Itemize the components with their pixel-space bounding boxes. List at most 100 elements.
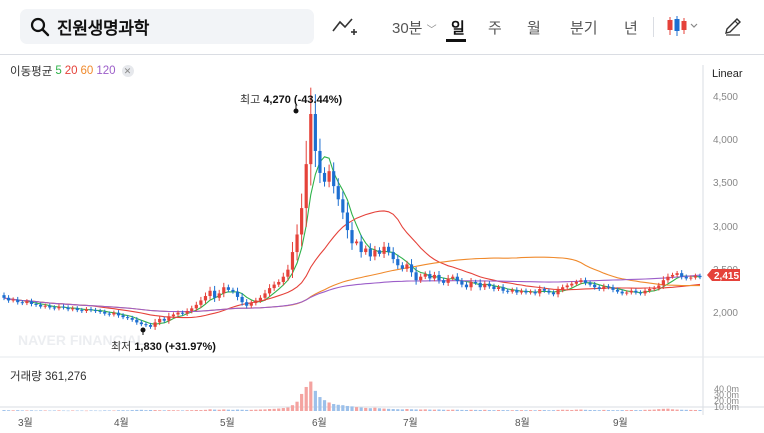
volume-bar (75, 410, 79, 412)
high-prefix: 최고 (240, 93, 260, 106)
candle (620, 289, 624, 296)
tab-quarter[interactable]: 분기 (570, 20, 598, 37)
volume-bar (648, 409, 652, 411)
volume-bar (203, 409, 208, 411)
volume-bar (213, 409, 217, 411)
stock-search[interactable]: 진원생명과학 (20, 9, 314, 44)
volume-bar (354, 407, 359, 411)
candle (39, 302, 43, 309)
volume-bar (583, 409, 588, 411)
svg-text:최고 4,270 (-43.44%): 최고 4,270 (-43.44%) (240, 93, 343, 106)
volume-bar (670, 409, 675, 411)
volume-bar (34, 410, 38, 412)
tab-30min[interactable]: 30분 ﹀ (392, 20, 437, 37)
candle (167, 312, 171, 324)
volume-bar (48, 410, 52, 412)
volume-bar (561, 409, 565, 411)
watermark: NAVER FINANCIAL (18, 332, 146, 348)
volume-bar (277, 408, 281, 411)
candle (492, 283, 496, 292)
candle (510, 287, 514, 294)
drawing-pen-icon[interactable] (723, 16, 743, 41)
tab-month[interactable]: 월 (527, 20, 541, 37)
volume-bar (519, 410, 524, 411)
close-icon[interactable]: ✕ (121, 65, 134, 77)
volume-bar (455, 409, 459, 411)
candle (405, 260, 409, 272)
volume-bar (313, 390, 317, 411)
candle (551, 290, 556, 297)
candle (382, 241, 386, 258)
volume-bar (396, 409, 400, 411)
chevron-down-icon: ﹀ (426, 25, 437, 36)
scale-mode-toggle[interactable]: Linear (712, 68, 743, 80)
candle (126, 314, 130, 321)
candle (396, 254, 400, 270)
candle (245, 299, 249, 309)
search-query: 진원생명과학 (57, 19, 150, 38)
candle (332, 162, 336, 194)
candle (354, 239, 359, 246)
candle (496, 285, 501, 292)
ma-20: 20 (64, 65, 78, 77)
candle (162, 316, 166, 323)
candle (254, 297, 258, 306)
volume-bar (327, 402, 331, 411)
price-tick: 4,500 (713, 92, 738, 103)
candle (345, 202, 350, 239)
volume-bar (121, 410, 125, 411)
candlesticks (2, 87, 702, 330)
volume-bar (478, 409, 482, 411)
price-chart[interactable]: NAVER FINANCIAL 4,500 4,000 3,500 3,000 … (0, 55, 764, 433)
volume-bar (107, 410, 111, 411)
candle (295, 224, 299, 261)
candle (327, 164, 331, 188)
candle (2, 292, 6, 301)
candle (652, 285, 656, 292)
tab-week[interactable]: 주 (488, 20, 502, 37)
volume-bar (387, 408, 391, 411)
volume-bar (391, 409, 395, 411)
volume-bar (606, 410, 611, 411)
candle (528, 289, 533, 295)
volume-bar (336, 404, 340, 411)
volume-bar (666, 408, 670, 411)
volume-bar (332, 404, 336, 411)
low-annotation: 최저 1,830 (+31.97%) (111, 327, 216, 353)
candle (93, 307, 98, 314)
indicator-add-icon[interactable] (332, 16, 358, 41)
candle (139, 320, 143, 327)
volume-bar (249, 409, 253, 411)
volume-bar (240, 409, 244, 411)
volume-bar (377, 408, 382, 411)
candle (387, 242, 391, 256)
candle (34, 301, 38, 307)
volume-bar (634, 410, 638, 411)
volume-bar (565, 409, 569, 411)
candle (300, 193, 304, 247)
candle (432, 271, 437, 282)
candle (602, 283, 606, 292)
volume-bar (533, 410, 537, 411)
candle (414, 267, 418, 285)
candle (460, 278, 464, 288)
candle (574, 279, 578, 286)
volume-bar (368, 408, 372, 411)
candlestick-type-icon[interactable] (666, 15, 700, 42)
volume-bar (231, 409, 235, 411)
candle (661, 276, 665, 289)
candle (336, 178, 340, 206)
volume-bar (162, 410, 166, 411)
candle (464, 281, 469, 290)
candle (469, 278, 473, 291)
candle (483, 280, 487, 290)
candle (80, 307, 84, 314)
tab-day[interactable]: 일 (451, 20, 465, 37)
volume-bar (464, 409, 469, 411)
tab-year[interactable]: 년 (624, 20, 638, 37)
volume-bar (290, 405, 295, 411)
volume-bar (199, 410, 203, 411)
candle (478, 279, 482, 291)
volume-bar (698, 409, 702, 411)
volume-bar (84, 410, 89, 412)
